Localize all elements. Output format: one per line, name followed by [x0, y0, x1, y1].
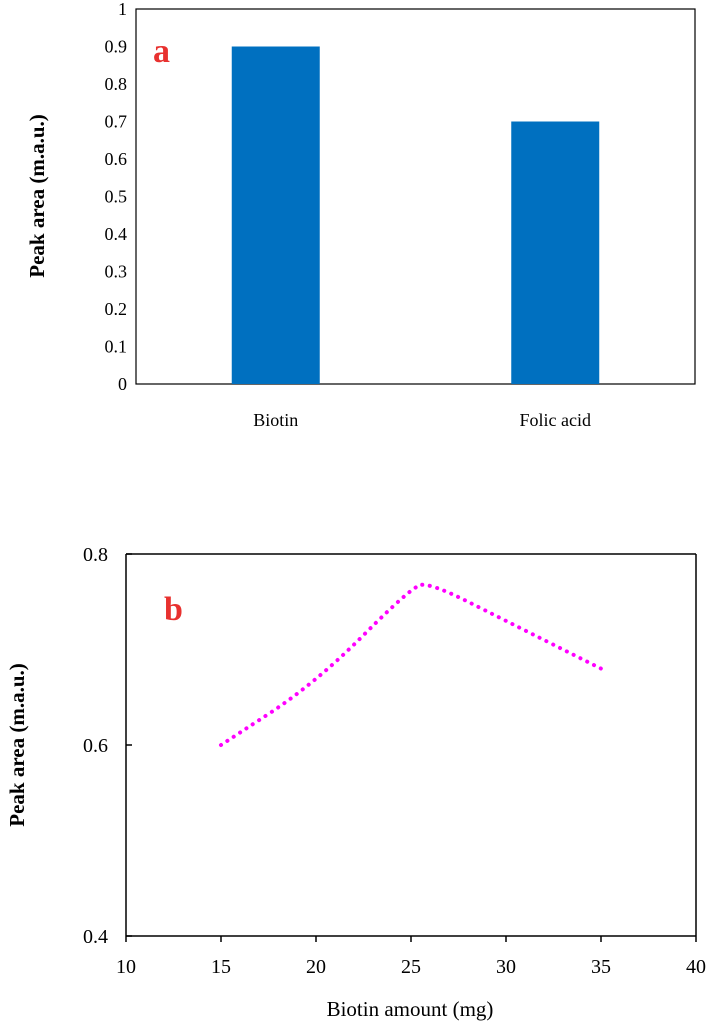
chart-a-y-tick-label: 0.2	[105, 299, 128, 319]
chart-a-panel-label: a	[153, 33, 170, 70]
chart-b-y-tick-label: 0.8	[83, 544, 108, 566]
chart-b-y-tick-label: 0.6	[83, 735, 108, 757]
chart-b-y-axis-label: Peak area (m.a.u.)	[5, 663, 29, 827]
chart-b-x-tick-label: 35	[591, 956, 611, 978]
chart-a-bars	[231, 46, 600, 384]
chart-a-y-tick-label: 0.1	[105, 337, 128, 357]
chart-a-y-axis-label: Peak area (m.a.u.)	[25, 114, 49, 278]
chart-b-y-tick-label: 0.4	[83, 926, 108, 948]
chart-a-y-tick-labels: 0 0.1 0.2 0.3 0.4 0.5 0.6 0.7 0.8 0.9 1	[105, 0, 128, 394]
chart-b-panel-label: b	[164, 591, 183, 628]
chart-a-y-tick-label: 0	[118, 374, 127, 394]
chart-b-x-tick-label: 25	[401, 956, 421, 978]
chart-a-y-tick-label: 0.6	[105, 149, 128, 169]
chart-a-y-tick-label: 0.8	[105, 74, 128, 94]
chart-a-x-tick-label: Biotin	[253, 410, 298, 430]
chart-a-bar-biotin	[231, 46, 320, 384]
chart-a-y-tick-label: 0.7	[105, 112, 128, 132]
chart-a-x-tick-label: Folic acid	[520, 410, 591, 430]
chart-a-y-tick-label: 0.9	[105, 37, 128, 57]
chart-b-x-tick-label: 15	[211, 956, 231, 978]
chart-b-x-tick-label: 30	[496, 956, 516, 978]
chart-a-peak-area-bar-chart: 0 0.1 0.2 0.3 0.4 0.5 0.6 0.7 0.8 0.9 1 Biotin Foli…	[25, 0, 696, 430]
chart-a-y-tick-label: 0.3	[105, 262, 128, 282]
chart-b-x-tick-label: 20	[306, 956, 326, 978]
chart-a-x-tick-labels: Biotin Folic acid	[253, 410, 591, 430]
chart-a-y-tick-label: 0.5	[105, 187, 128, 207]
chart-b-ticks: 0.4 0.6 0.8 10 15 20 25 30 35 40	[83, 544, 706, 978]
chart-a-y-tick-label: 0.4	[105, 224, 128, 244]
chart-a-bar-folic-acid	[511, 121, 600, 384]
chart-b-x-axis-label: Biotin amount (mg)	[327, 997, 494, 1021]
chart-b-x-tick-label: 40	[686, 956, 706, 978]
chart-b-x-tick-label: 10	[116, 956, 136, 978]
chart-a-y-tick-label: 1	[118, 0, 127, 19]
chart-b-biotin-amount-line-chart: 0.4 0.6 0.8 10 15 20 25 30 35 40 Peak area (m.a.u…	[5, 544, 706, 1021]
chart-a-plot-frame	[135, 8, 696, 385]
chart-b-series-line	[219, 582, 603, 747]
